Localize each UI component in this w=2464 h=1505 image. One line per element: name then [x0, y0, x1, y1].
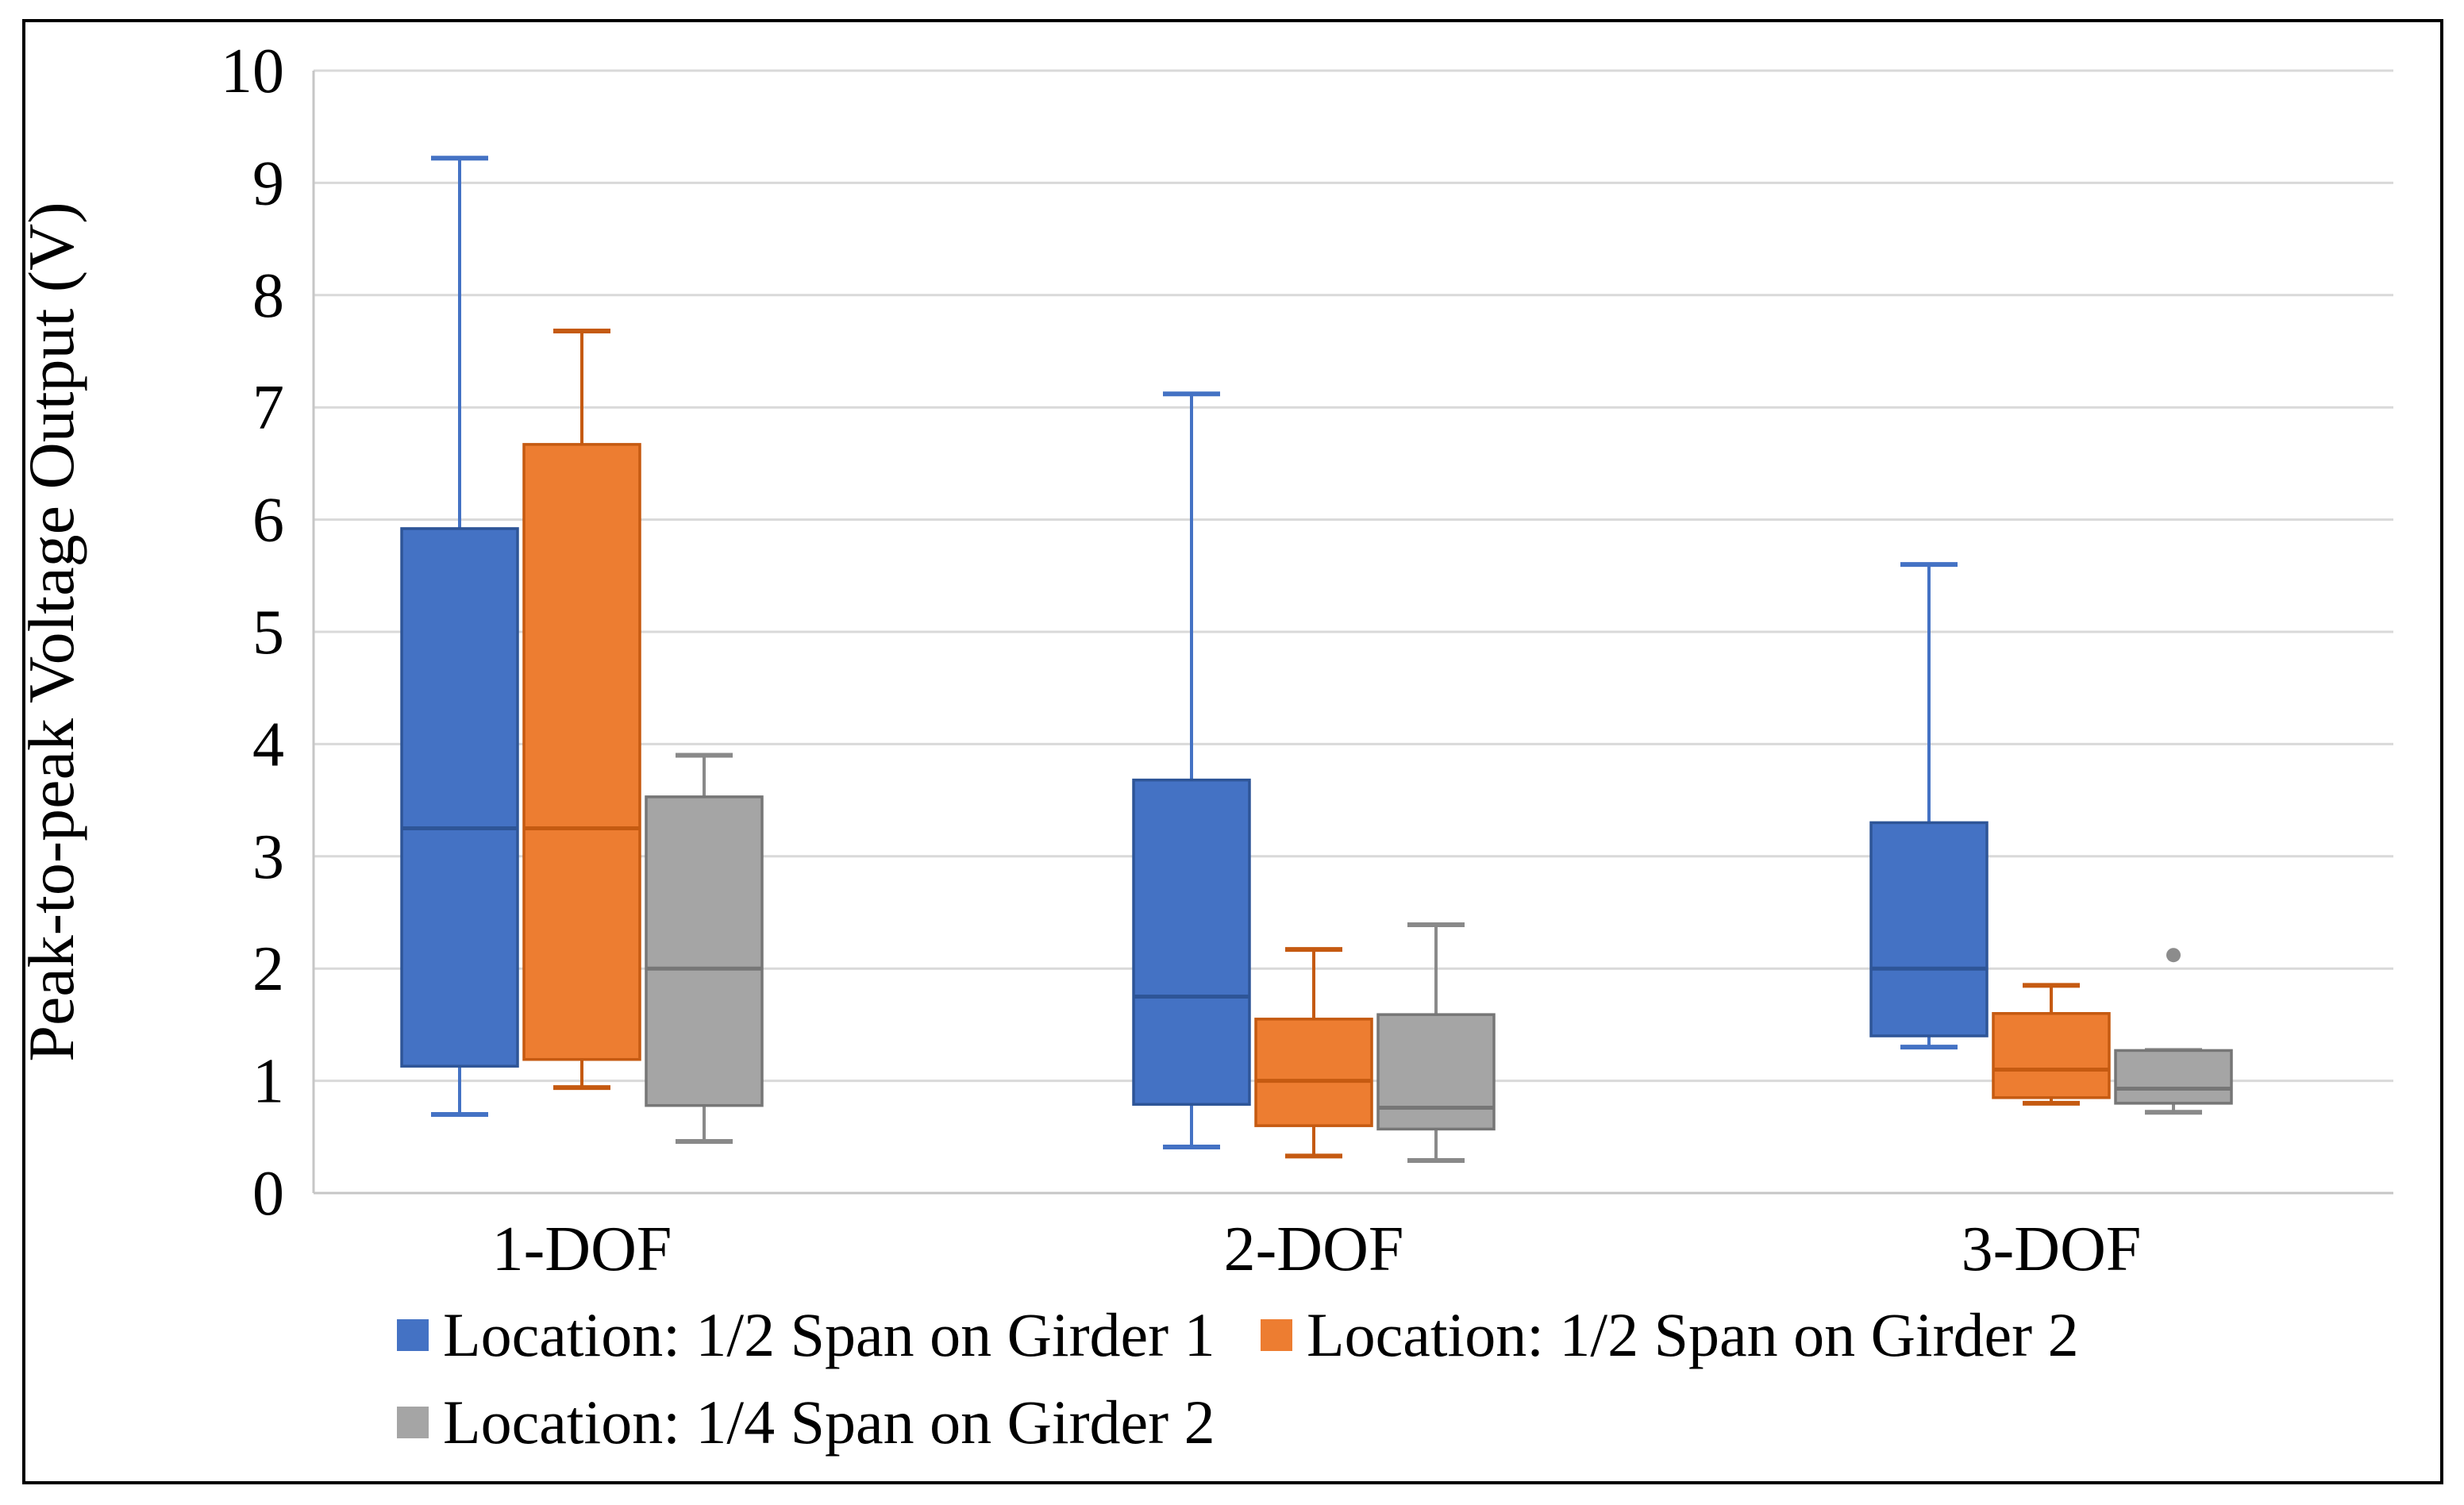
axes	[312, 71, 2393, 1195]
box-2-DOF	[1132, 778, 1251, 1107]
box-1-DOF	[522, 443, 641, 1061]
chart-outer-frame	[22, 19, 2443, 1484]
box-series	[400, 156, 2233, 1163]
legend: Location: 1/2 Span on Girder 1 Location: …	[397, 1300, 2079, 1457]
legend-label: Location: 1/2 Span on Girder 2	[1307, 1300, 2079, 1369]
box-1-DOF	[645, 795, 764, 1107]
y-tick-label: 0	[252, 1159, 284, 1229]
x-axis-category-labels: 1-DOF 2-DOF 3-DOF	[492, 1214, 2142, 1284]
y-tick-label: 8	[252, 261, 284, 331]
y-tick-label: 10	[221, 37, 284, 106]
box-2-DOF	[1254, 1018, 1373, 1127]
legend-swatch-icon	[397, 1319, 429, 1351]
x-category-label: 2-DOF	[1224, 1214, 1404, 1284]
legend-swatch-icon	[397, 1407, 429, 1438]
y-tick-label: 3	[252, 822, 284, 892]
legend-swatch-icon	[1261, 1319, 1292, 1351]
y-tick-label: 1	[252, 1047, 284, 1117]
box-1-DOF	[400, 527, 519, 1068]
box-2-DOF	[1376, 1013, 1496, 1131]
y-tick-label: 2	[252, 934, 284, 1004]
box-3-DOF	[2114, 1049, 2233, 1105]
y-tick-label: 9	[252, 148, 284, 218]
y-tick-label: 5	[252, 598, 284, 668]
legend-label: Location: 1/2 Span on Girder 1	[443, 1300, 1215, 1369]
x-category-label: 3-DOF	[1962, 1214, 2142, 1284]
y-axis-title: Peak-to-peak Voltage Output (V)	[15, 202, 87, 1061]
y-tick-label: 6	[252, 486, 284, 556]
y-tick-label: 4	[252, 710, 284, 779]
y-axis-tick-labels: 0 1 2 3 4 5 6 7 8 9 10	[221, 37, 284, 1229]
series-2	[522, 329, 2111, 1159]
series-3	[645, 752, 2233, 1163]
box-3-DOF	[1992, 1012, 2111, 1099]
box-3-DOF	[1869, 821, 1989, 1037]
x-category-label: 1-DOF	[492, 1214, 672, 1284]
series-1	[400, 156, 1989, 1150]
y-tick-label: 7	[252, 373, 284, 443]
outlier-point	[2166, 948, 2181, 963]
legend-label: Location: 1/4 Span on Girder 2	[443, 1388, 1215, 1457]
